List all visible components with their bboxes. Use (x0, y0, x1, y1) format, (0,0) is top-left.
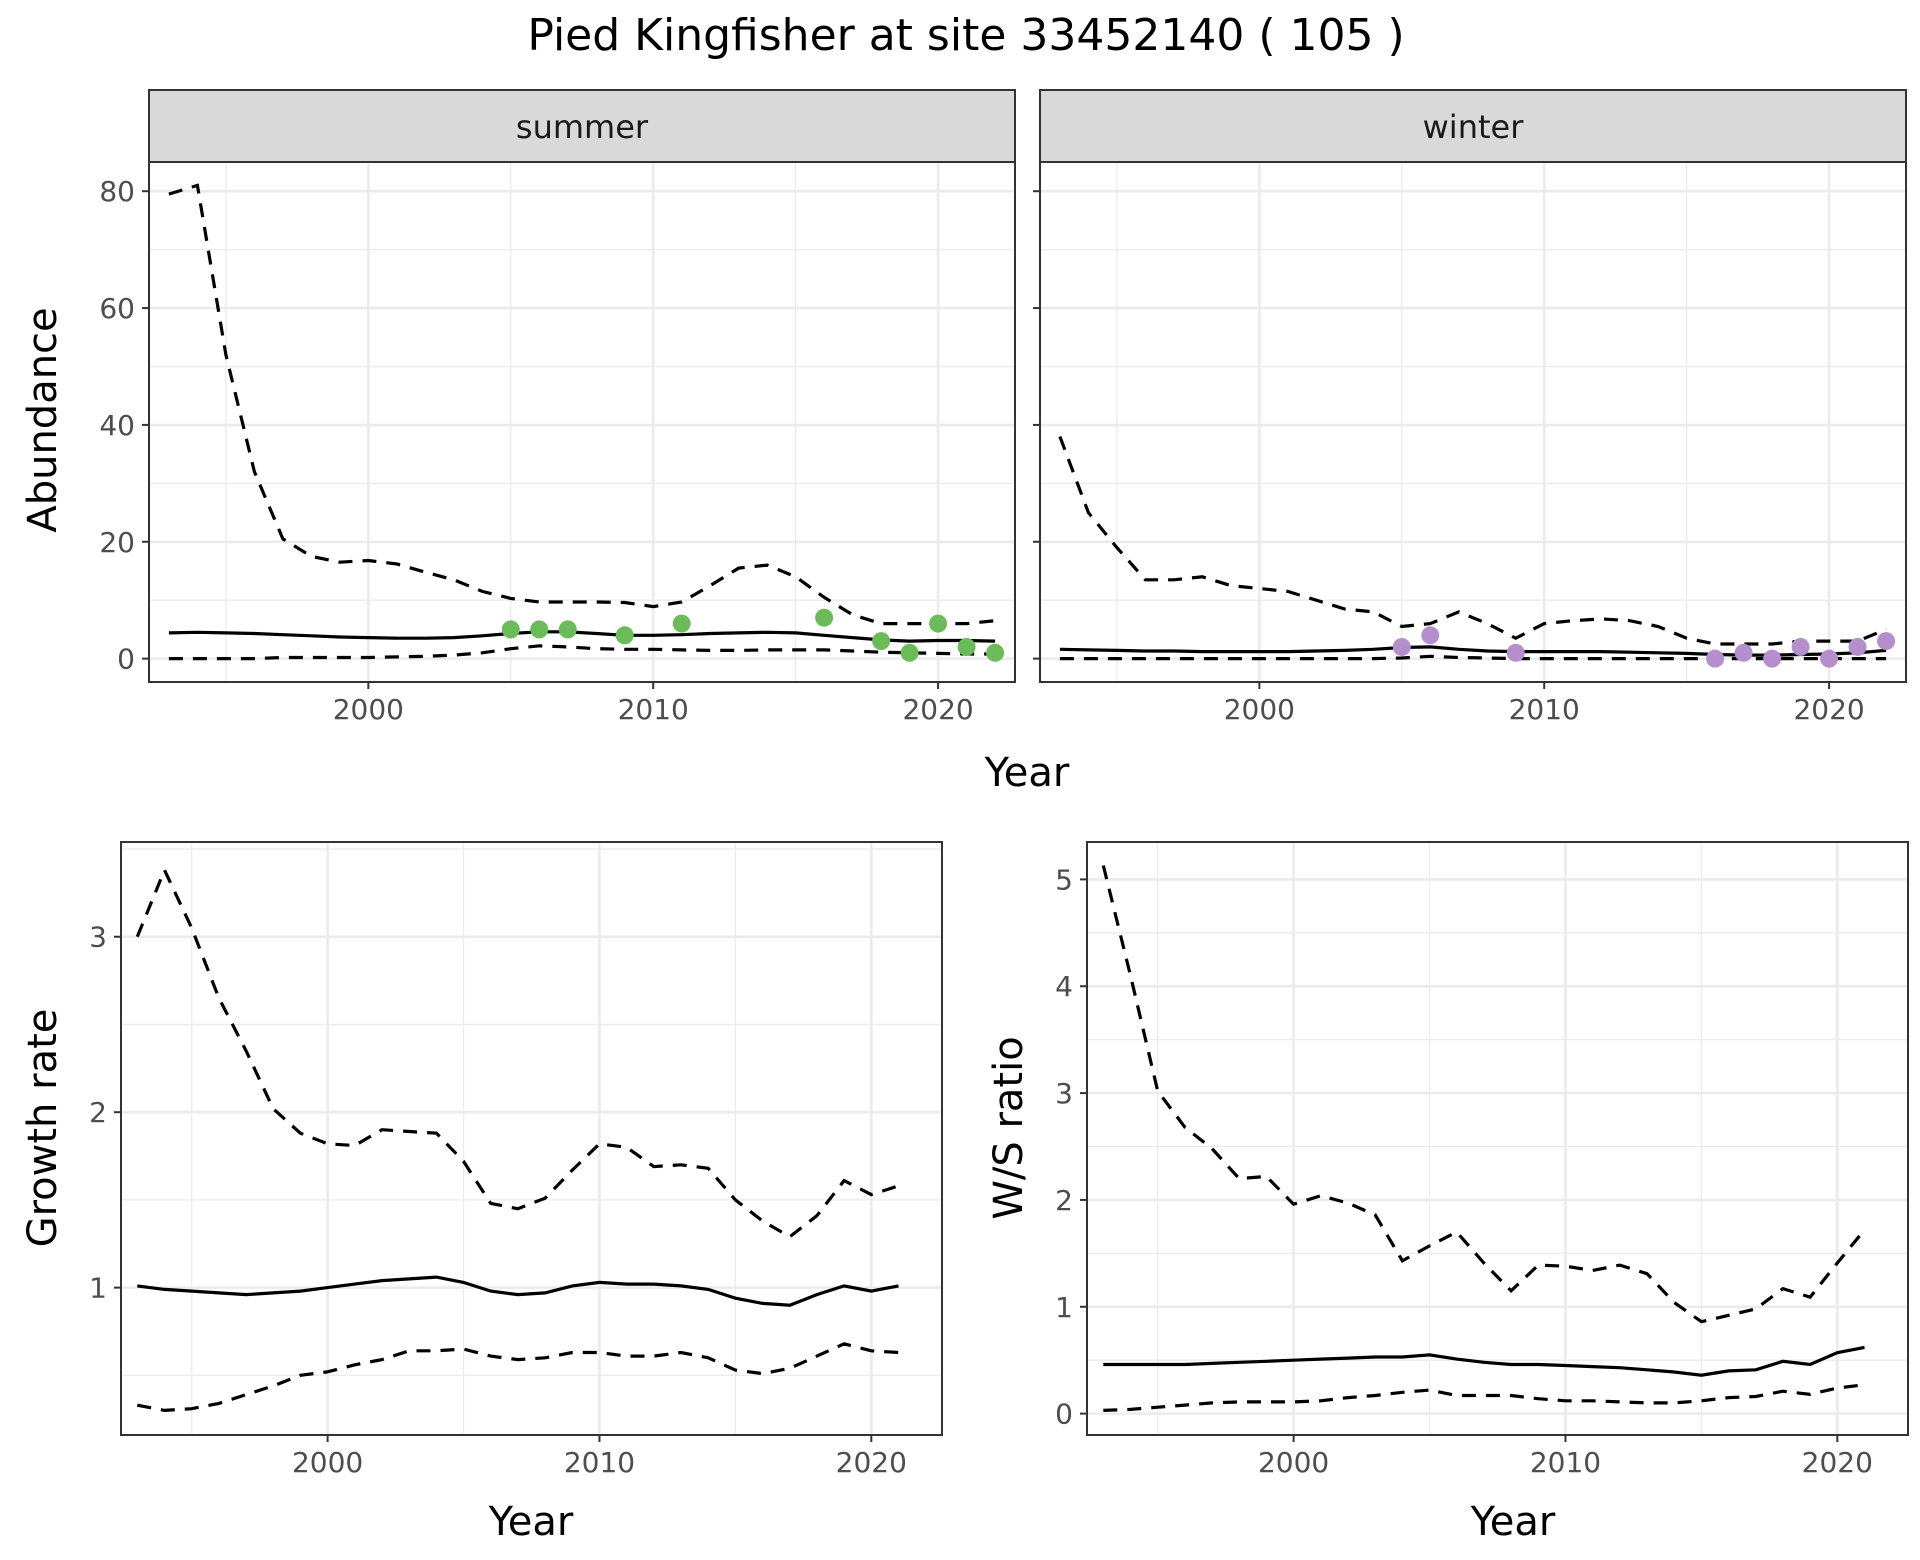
y-tick-label: 40 (99, 409, 135, 442)
series-upper-line (1101, 865, 1866, 1324)
y-tick-label: 60 (99, 292, 135, 325)
y-axis-title-ws: W/S ratio (986, 1036, 1032, 1219)
x-tick-label: 2010 (1509, 693, 1580, 726)
x-tick-label: 2020 (1793, 693, 1864, 726)
data-point (1506, 643, 1525, 662)
x-tick-label: 2000 (333, 693, 404, 726)
y-tick-label: 0 (1055, 1398, 1073, 1431)
data-point (1734, 643, 1753, 662)
data-point (957, 637, 976, 656)
x-tick-label: 2010 (618, 693, 689, 726)
data-point (615, 626, 634, 645)
y-tick-label: 5 (1055, 863, 1073, 896)
x-tick-label: 2020 (836, 1446, 907, 1479)
series-upper-line (1058, 436, 1887, 646)
y-tick-label: 80 (99, 175, 135, 208)
x-axis-title-growth: Year (488, 1499, 574, 1545)
series-lower-line (136, 1342, 899, 1413)
x-tick-label: 2010 (564, 1446, 635, 1479)
panel-border (1039, 161, 1907, 683)
y-tick-label: 0 (117, 643, 135, 676)
data-point (986, 643, 1005, 662)
strip-summer (148, 89, 1016, 163)
series-mean-line (1103, 1345, 1865, 1377)
chart-title: Pied Kingfisher at site 33452140 ( 105 ) (527, 10, 1404, 61)
panel-border (120, 841, 943, 1436)
data-point (558, 620, 577, 639)
panel-border (148, 161, 1016, 683)
y-tick-label: 3 (89, 921, 107, 954)
panel-winter: 2000 2010 2020 (1033, 161, 1907, 726)
y-axis-title-growth: Growth rate (20, 1009, 66, 1248)
data-point (872, 632, 891, 651)
data-point (1763, 649, 1782, 668)
data-point (672, 614, 691, 633)
data-point (1848, 637, 1867, 656)
x-tick-label: 2010 (1530, 1446, 1601, 1479)
series-upper-line (168, 183, 996, 626)
x-tick-label: 2000 (292, 1446, 363, 1479)
y-tick-label: 3 (1055, 1077, 1073, 1110)
y-tick-label: 4 (1055, 970, 1073, 1003)
series-lower-line (168, 644, 996, 661)
series-mean-line (137, 1275, 899, 1307)
y-axis-title-abundance: Abundance (20, 307, 66, 532)
panel-border (1086, 841, 1909, 1436)
strip-label-winter: winter (1423, 108, 1525, 146)
series-lower-line (1059, 654, 1887, 661)
x-axis-title-top: Year (984, 750, 1070, 796)
series-mean-line (168, 630, 996, 643)
y-tick-label: 2 (1055, 1184, 1073, 1217)
data-point (1421, 626, 1440, 645)
y-tick-label: 1 (1055, 1291, 1073, 1324)
y-tick-label: 1 (89, 1272, 107, 1305)
data-point (1791, 637, 1810, 656)
data-point (1820, 649, 1839, 668)
x-tick-label: 2000 (1224, 693, 1295, 726)
panel-growth-rate: 2000 2010 2020 1 2 3 (89, 841, 943, 1479)
data-point (501, 620, 520, 639)
data-point (1706, 649, 1725, 668)
data-point (900, 643, 919, 662)
series-upper-line (135, 866, 899, 1239)
x-tick-label: 2000 (1258, 1446, 1329, 1479)
strip-label-summer: summer (516, 108, 649, 146)
x-tick-label: 2020 (902, 693, 973, 726)
x-axis-title-ws: Year (1470, 1499, 1556, 1545)
x-tick-label: 2020 (1802, 1446, 1873, 1479)
panel-ws-ratio: 2000 2010 2020 0 1 2 3 4 5 (1055, 841, 1909, 1479)
strip-winter (1039, 89, 1907, 163)
y-tick-label: 2 (89, 1096, 107, 1129)
data-point (815, 608, 834, 627)
y-tick-label: 20 (99, 526, 135, 559)
data-point (929, 614, 948, 633)
data-point (1392, 637, 1411, 656)
data-point (530, 620, 549, 639)
data-point (1877, 632, 1896, 651)
series-lower-line (1103, 1383, 1865, 1412)
panel-summer: 2000 2010 2020 0 20 40 60 80 (99, 161, 1016, 726)
